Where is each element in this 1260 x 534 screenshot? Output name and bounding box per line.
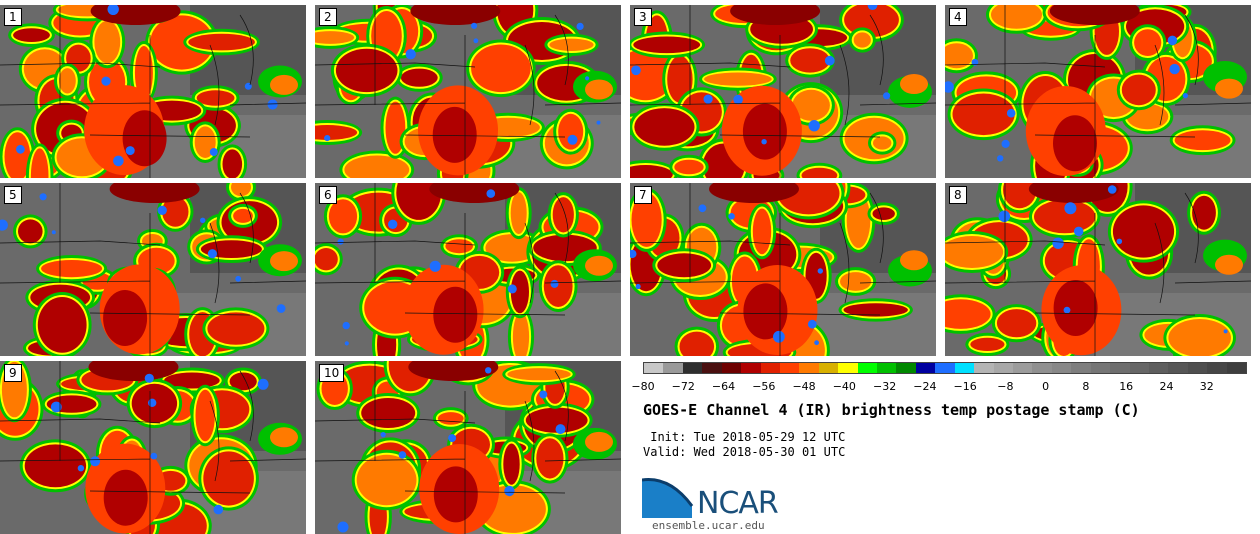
colorbar-swatch bbox=[1052, 363, 1071, 373]
colorbar-swatch bbox=[974, 363, 993, 373]
panel-number-label: 3 bbox=[634, 8, 652, 26]
colorbar-swatch bbox=[1149, 363, 1168, 373]
colorbar bbox=[643, 362, 1247, 374]
map-panel: 1 bbox=[0, 5, 306, 178]
site-url: ensemble.ucar.edu bbox=[652, 519, 765, 532]
colorbar-swatch bbox=[819, 363, 838, 373]
colorbar-swatch bbox=[1168, 363, 1187, 373]
colorbar-tick-label: −40 bbox=[833, 380, 856, 393]
panel-number-label: 4 bbox=[949, 8, 967, 26]
init-time: Init: Tue 2018-05-29 12 UTC bbox=[643, 430, 845, 444]
colorbar-swatch bbox=[858, 363, 877, 373]
panel-number-label: 5 bbox=[4, 186, 22, 204]
colorbar-swatch bbox=[1207, 363, 1226, 373]
colorbar-tick-label: −72 bbox=[672, 380, 695, 393]
colorbar-swatch bbox=[663, 363, 682, 373]
colorbar-tick-label: −64 bbox=[712, 380, 735, 393]
ncar-logo-text: NCAR bbox=[697, 486, 778, 521]
colorbar-swatch bbox=[1227, 363, 1246, 373]
colorbar-swatch bbox=[1071, 363, 1090, 373]
colorbar-tick-label: 16 bbox=[1119, 380, 1133, 393]
colorbar-swatch bbox=[1091, 363, 1110, 373]
map-panel: 10 bbox=[315, 361, 621, 534]
colorbar-tick-label: −24 bbox=[913, 380, 936, 393]
valid-time: Valid: Wed 2018-05-30 01 UTC bbox=[643, 445, 845, 459]
panel-number-label: 10 bbox=[319, 364, 344, 382]
colorbar-swatch bbox=[799, 363, 818, 373]
colorbar-swatch bbox=[683, 363, 702, 373]
panel-number-label: 9 bbox=[4, 364, 22, 382]
colorbar-swatch bbox=[702, 363, 721, 373]
colorbar-swatch bbox=[994, 363, 1013, 373]
map-panel: 2 bbox=[315, 5, 621, 178]
colorbar-swatch bbox=[1188, 363, 1207, 373]
colorbar-swatch bbox=[644, 363, 663, 373]
colorbar-tick-label: −48 bbox=[792, 380, 815, 393]
panel-number-label: 1 bbox=[4, 8, 22, 26]
colorbar-swatch bbox=[1110, 363, 1129, 373]
colorbar-swatch bbox=[1032, 363, 1051, 373]
panel-number-label: 2 bbox=[319, 8, 337, 26]
colorbar-swatch bbox=[838, 363, 857, 373]
map-panel: 7 bbox=[630, 183, 936, 356]
map-panel: 3 bbox=[630, 5, 936, 178]
colorbar-swatch bbox=[916, 363, 935, 373]
colorbar-tick-label: 24 bbox=[1159, 380, 1173, 393]
map-panel: 4 bbox=[945, 5, 1251, 178]
colorbar-swatch bbox=[761, 363, 780, 373]
colorbar-tick-label: −8 bbox=[997, 380, 1013, 393]
colorbar-swatch bbox=[1130, 363, 1149, 373]
map-panel: 9 bbox=[0, 361, 306, 534]
panel-number-label: 7 bbox=[634, 186, 652, 204]
colorbar-tick-label: −16 bbox=[954, 380, 977, 393]
colorbar-swatch bbox=[935, 363, 954, 373]
panel-number-label: 8 bbox=[949, 186, 967, 204]
colorbar-swatch bbox=[780, 363, 799, 373]
colorbar-swatch bbox=[896, 363, 915, 373]
panel-number-label: 6 bbox=[319, 186, 337, 204]
colorbar-tick-label: 0 bbox=[1042, 380, 1049, 393]
colorbar-tick-label: −32 bbox=[873, 380, 896, 393]
colorbar-swatch bbox=[722, 363, 741, 373]
colorbar-tick-label: −56 bbox=[752, 380, 775, 393]
map-panel: 5 bbox=[0, 183, 306, 356]
map-panel: 6 bbox=[315, 183, 621, 356]
colorbar-tick-label: 8 bbox=[1082, 380, 1089, 393]
figure-title: GOES-E Channel 4 (IR) brightness temp po… bbox=[643, 401, 1140, 419]
colorbar-swatch bbox=[741, 363, 760, 373]
colorbar-tick-label: −80 bbox=[631, 380, 654, 393]
colorbar-swatch bbox=[1013, 363, 1032, 373]
colorbar-swatch bbox=[955, 363, 974, 373]
colorbar-tick-label: 32 bbox=[1200, 380, 1214, 393]
colorbar-swatch bbox=[877, 363, 896, 373]
map-panel: 8 bbox=[945, 183, 1251, 356]
